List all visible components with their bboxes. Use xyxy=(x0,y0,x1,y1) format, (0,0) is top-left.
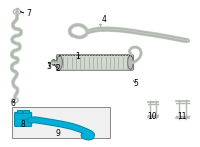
Text: 9: 9 xyxy=(56,128,60,138)
Text: 4: 4 xyxy=(102,15,106,24)
Bar xyxy=(48,62,51,63)
Text: 10: 10 xyxy=(147,112,157,121)
Text: 11: 11 xyxy=(177,112,187,121)
FancyBboxPatch shape xyxy=(15,112,32,126)
Text: 5: 5 xyxy=(134,79,138,88)
FancyBboxPatch shape xyxy=(12,107,110,138)
Text: 7: 7 xyxy=(27,9,31,18)
Text: 2: 2 xyxy=(56,64,60,73)
Text: 1: 1 xyxy=(76,52,80,61)
Bar xyxy=(23,110,29,113)
Ellipse shape xyxy=(51,60,56,65)
Ellipse shape xyxy=(128,56,133,69)
Text: 3: 3 xyxy=(47,62,51,71)
Circle shape xyxy=(15,11,19,13)
Bar xyxy=(17,110,22,113)
FancyBboxPatch shape xyxy=(56,55,134,70)
Text: 6: 6 xyxy=(11,99,15,108)
Ellipse shape xyxy=(57,56,62,69)
Text: 8: 8 xyxy=(21,120,25,129)
Ellipse shape xyxy=(53,61,55,64)
